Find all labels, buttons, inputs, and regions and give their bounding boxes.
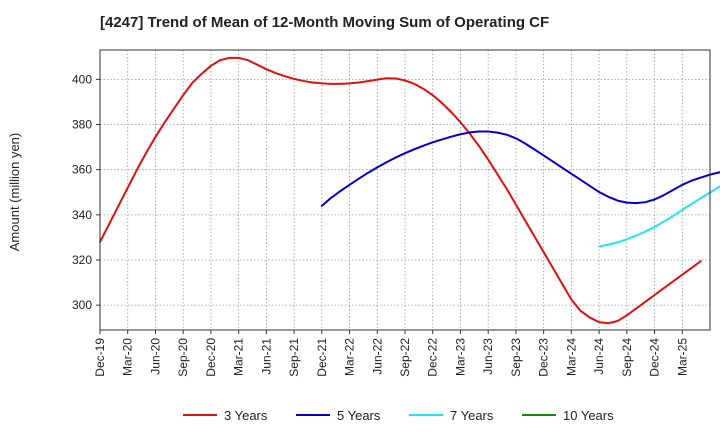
x-tick-label: Mar-20 bbox=[121, 338, 135, 376]
legend-item-7y: 7 Years bbox=[409, 408, 494, 423]
legend-label-7y: 7 Years bbox=[450, 408, 494, 423]
x-tick-label: Sep-21 bbox=[287, 338, 301, 377]
series-line-3y bbox=[99, 56, 702, 325]
chart-title: [4247] Trend of Mean of 12-Month Moving … bbox=[100, 14, 549, 31]
x-tick-label: Dec-20 bbox=[204, 338, 218, 377]
x-tick-label: Sep-20 bbox=[176, 338, 190, 377]
x-tick-label: Mar-24 bbox=[564, 338, 578, 376]
grid bbox=[100, 50, 710, 330]
series-line-5y bbox=[320, 130, 720, 207]
legend-item-10y: 10 Years bbox=[522, 408, 614, 423]
x-tick-label: Sep-24 bbox=[620, 338, 634, 377]
legend-label-10y: 10 Years bbox=[563, 408, 614, 423]
legend-label-5y: 5 Years bbox=[337, 408, 381, 423]
legend-label-3y: 3 Years bbox=[224, 408, 268, 423]
x-tick-label: Dec-19 bbox=[93, 338, 107, 377]
x-tick-label: Dec-23 bbox=[537, 338, 551, 377]
series-line-7y bbox=[598, 185, 720, 248]
y-tick-label: 340 bbox=[72, 208, 92, 222]
x-tick-label: Jun-23 bbox=[481, 338, 495, 375]
series-lines bbox=[99, 56, 720, 325]
y-axis-label: Amount (million yen) bbox=[7, 133, 22, 252]
y-tick-label: 360 bbox=[72, 163, 92, 177]
x-tick-label: Mar-25 bbox=[675, 338, 689, 376]
x-tick-label: Jun-21 bbox=[259, 338, 273, 375]
x-tick-label: Sep-22 bbox=[398, 338, 412, 377]
y-axis-ticks: 300 320 340 360 380 400 bbox=[72, 72, 100, 312]
x-axis-ticks: Dec-19 Mar-20 Jun-20 Sep-20 Dec-20 Mar-21 Jun-… bbox=[93, 330, 689, 377]
x-tick-label: Jun-22 bbox=[370, 338, 384, 375]
x-tick-label: Sep-23 bbox=[509, 338, 523, 377]
legend-item-3y: 3 Years bbox=[183, 408, 268, 423]
y-tick-label: 300 bbox=[72, 298, 92, 312]
y-tick-label: 380 bbox=[72, 118, 92, 132]
x-tick-label: Dec-22 bbox=[426, 338, 440, 377]
x-tick-label: Dec-21 bbox=[315, 338, 329, 377]
x-tick-label: Jun-20 bbox=[148, 338, 162, 375]
x-tick-label: Mar-23 bbox=[453, 338, 467, 376]
x-tick-label: Mar-22 bbox=[343, 338, 357, 376]
y-tick-label: 320 bbox=[72, 253, 92, 267]
x-tick-label: Dec-24 bbox=[648, 338, 662, 377]
legend-item-5y: 5 Years bbox=[296, 408, 381, 423]
legend: 3 Years 5 Years 7 Years 10 Years bbox=[183, 408, 614, 423]
x-tick-label: Jun-24 bbox=[592, 338, 606, 375]
y-tick-label: 400 bbox=[72, 72, 92, 86]
x-tick-label: Mar-21 bbox=[232, 338, 246, 376]
